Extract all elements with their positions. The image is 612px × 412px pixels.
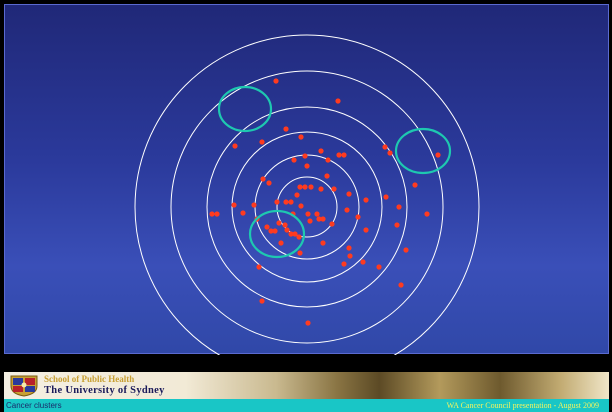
case-dot xyxy=(276,220,282,226)
case-dot xyxy=(394,222,400,228)
case-dot xyxy=(398,282,404,288)
case-dot xyxy=(268,228,274,234)
case-dot xyxy=(278,240,284,246)
case-dot xyxy=(318,186,324,192)
cluster-circle-top-left xyxy=(217,85,273,133)
case-dot xyxy=(256,264,262,270)
case-dot xyxy=(383,194,389,200)
footer-title: Cancer clusters xyxy=(6,401,62,410)
case-dot xyxy=(412,182,418,188)
university-crest-icon xyxy=(10,375,38,397)
case-dot xyxy=(288,199,294,205)
case-dot xyxy=(403,247,409,253)
case-dot xyxy=(320,240,326,246)
case-dot xyxy=(296,234,302,240)
case-dot xyxy=(324,173,330,179)
case-dot xyxy=(298,203,304,209)
case-dot xyxy=(424,211,430,217)
case-dot xyxy=(240,210,246,216)
case-dot xyxy=(297,184,303,190)
case-dot xyxy=(308,184,314,190)
case-dot xyxy=(435,152,441,158)
cluster-plot-svg xyxy=(134,34,480,355)
case-dot xyxy=(304,163,310,169)
case-dot xyxy=(341,152,347,158)
case-dot xyxy=(346,245,352,251)
case-dot xyxy=(297,250,303,256)
ring-6 xyxy=(134,34,480,355)
case-dot xyxy=(382,144,388,150)
case-dot xyxy=(283,126,289,132)
case-dot xyxy=(305,320,311,326)
case-dot xyxy=(291,157,297,163)
case-dot xyxy=(298,134,304,140)
case-dot xyxy=(329,221,335,227)
case-dot xyxy=(307,218,313,224)
case-dot xyxy=(335,98,341,104)
case-dot xyxy=(302,153,308,159)
case-dot xyxy=(363,197,369,203)
case-dot xyxy=(320,216,326,222)
concentric-rings xyxy=(134,34,480,355)
case-dot xyxy=(347,253,353,259)
case-dot xyxy=(209,211,215,217)
case-dot xyxy=(260,176,266,182)
case-dot xyxy=(284,227,290,233)
banner-text: School of Public Health The University o… xyxy=(44,374,165,396)
school-name: School of Public Health xyxy=(44,374,135,384)
footer-presentation: WA Cancer Council presentation - August … xyxy=(446,401,599,410)
case-dot xyxy=(272,228,278,234)
ring-2 xyxy=(254,154,360,260)
case-dot xyxy=(264,224,270,230)
case-dot xyxy=(314,211,320,217)
case-dot xyxy=(251,202,257,208)
case-dot xyxy=(288,231,294,237)
ring-1 xyxy=(276,176,338,238)
case-dot xyxy=(259,298,265,304)
cluster-circles xyxy=(217,85,452,259)
ring-4 xyxy=(206,106,408,308)
cluster-plot xyxy=(4,4,609,355)
university-banner: School of Public Health The University o… xyxy=(4,372,609,399)
case-dot xyxy=(387,150,393,156)
case-dot xyxy=(214,211,220,217)
case-dot xyxy=(302,184,308,190)
case-dot xyxy=(325,157,331,163)
case-dot xyxy=(274,199,280,205)
case-dot xyxy=(294,192,300,198)
case-dot xyxy=(346,191,352,197)
case-dot xyxy=(360,259,366,265)
cluster-circle-center xyxy=(248,209,306,259)
case-dot xyxy=(273,78,279,84)
case-dot xyxy=(344,207,350,213)
case-dot xyxy=(396,204,402,210)
case-dot xyxy=(318,148,324,154)
case-dot xyxy=(305,211,311,217)
case-dot xyxy=(363,227,369,233)
case-dot xyxy=(316,216,322,222)
cluster-circle-right xyxy=(394,127,452,175)
case-dot xyxy=(266,180,272,186)
case-dot xyxy=(232,143,238,149)
case-dot xyxy=(355,214,361,220)
case-dot xyxy=(283,199,289,205)
case-dot xyxy=(259,139,265,145)
case-dot xyxy=(341,261,347,267)
case-dot xyxy=(376,264,382,270)
case-dot xyxy=(282,222,288,228)
ring-5 xyxy=(170,70,444,344)
ring-3 xyxy=(231,131,383,283)
case-dot xyxy=(336,152,342,158)
case-dot xyxy=(231,202,237,208)
case-dot xyxy=(331,186,337,192)
case-dots xyxy=(209,78,441,326)
university-name: The University of Sydney xyxy=(44,385,165,396)
slide-footer: Cancer clusters WA Cancer Council presen… xyxy=(4,399,609,412)
case-dot xyxy=(292,231,298,237)
